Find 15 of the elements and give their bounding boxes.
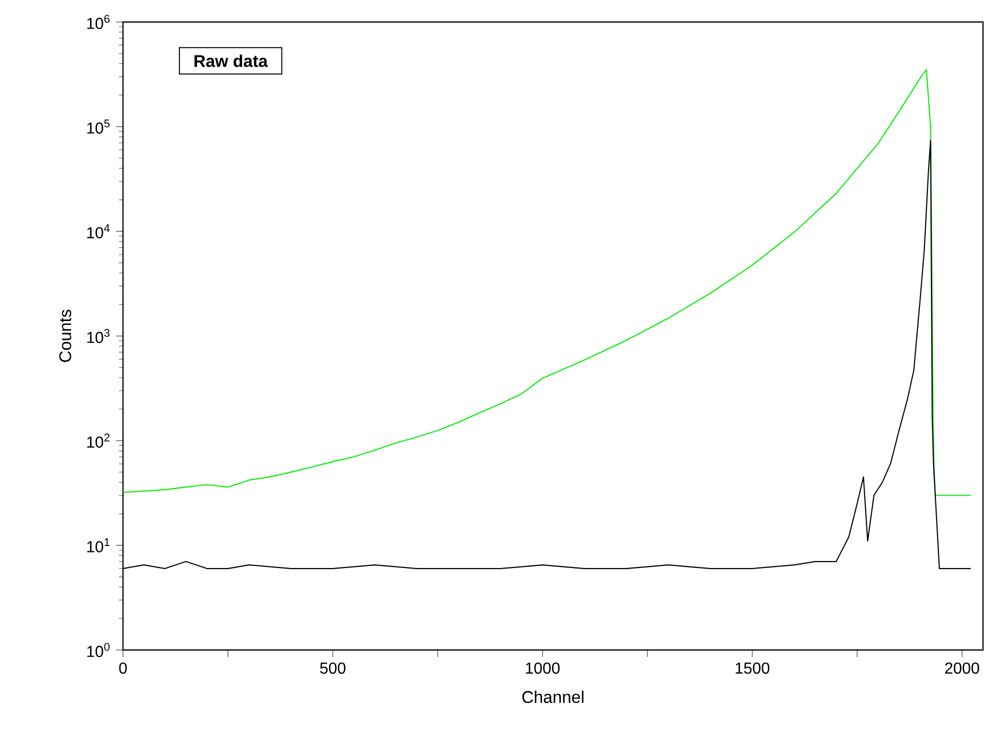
y-tick-label: 10$^{1}$ (87, 538, 110, 552)
y-tick-label: 10$^{3}$ (87, 328, 110, 344)
x-axis-title: Channel (522, 690, 584, 704)
y-axis-title: Counts (59, 310, 72, 362)
x-tick-label: 1500 (736, 662, 770, 674)
x-tick-label: 2000 (945, 662, 980, 674)
y-tick-label: 10$^{6}$ (87, 14, 110, 30)
x-tick-label: 500 (320, 662, 346, 674)
x-tick-label: 1000 (526, 662, 560, 674)
y-tick-label: 10$^{2}$ (87, 434, 110, 448)
y-tick-label: 10$^{0}$ (87, 642, 110, 658)
y-tick-label: 10$^{5}$ (87, 120, 110, 134)
x-tick-label: 0 (119, 662, 127, 674)
y-tick-label: 10$^{4}$ (87, 224, 110, 238)
annotation: Raw data (194, 54, 268, 68)
